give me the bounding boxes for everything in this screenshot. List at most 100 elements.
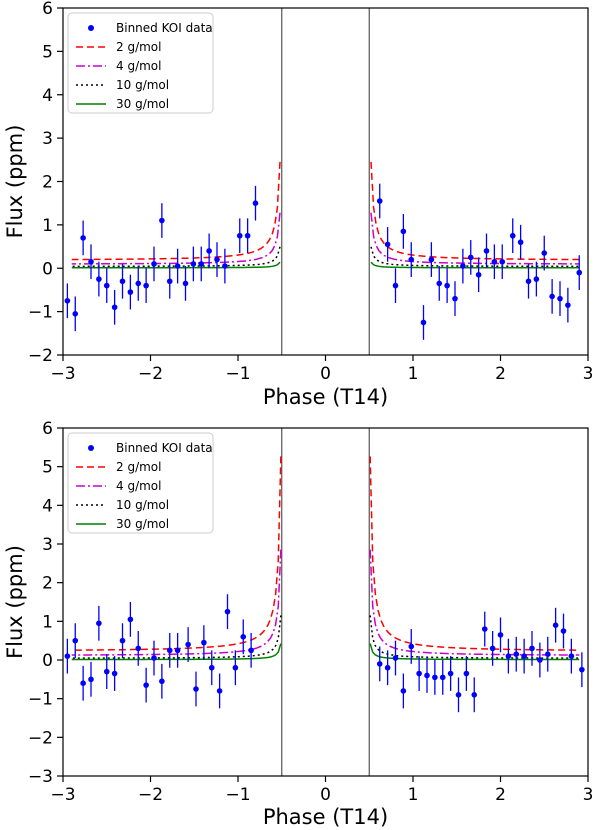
data-point (489, 645, 496, 652)
y-tick-label: 3 (42, 129, 53, 149)
data-point (420, 319, 427, 326)
x-tick-label: −3 (50, 364, 75, 384)
data-point (198, 261, 205, 267)
series-line-4-g-mol-left (71, 212, 281, 265)
data-point (384, 241, 391, 248)
data-point (232, 664, 239, 671)
x-tick-label: −1 (225, 785, 250, 805)
legend-box (67, 12, 214, 114)
data-point (452, 295, 458, 302)
data-point (208, 664, 215, 671)
data-point (400, 228, 407, 235)
data-point (481, 626, 488, 632)
data-point (400, 688, 407, 694)
data-point (127, 616, 134, 623)
x-tick-label: 0 (320, 785, 331, 805)
data-point (509, 232, 516, 239)
data-point (103, 668, 110, 675)
data-point (408, 256, 415, 263)
data-point (537, 657, 543, 663)
data-point (467, 254, 474, 261)
data-point (185, 641, 191, 648)
data-point (491, 258, 498, 265)
data-point (135, 280, 142, 287)
data-point (557, 295, 563, 302)
data-point (96, 276, 102, 282)
x-tick-label: 0 (320, 364, 331, 384)
y-tick-label: 0 (42, 259, 53, 279)
data-point (182, 280, 189, 287)
x-tick-label: 1 (408, 785, 419, 805)
data-point (80, 235, 86, 241)
data-point (475, 271, 482, 278)
data-point (143, 282, 149, 289)
legend-label: 4 g/mol (116, 59, 161, 73)
legend-label: 10 g/mol (116, 78, 169, 92)
data-point (521, 653, 527, 659)
data-point (576, 269, 583, 276)
legend-box (67, 432, 214, 534)
data-point (88, 676, 94, 683)
data-point (193, 686, 199, 692)
data-point (111, 304, 118, 311)
x-tick-label: 2 (495, 364, 506, 384)
data-point (72, 310, 79, 317)
data-point (214, 256, 220, 263)
series-line-4-g-mol-left (71, 549, 282, 656)
plot-area (64, 456, 585, 713)
series-line-4-g-mol-right (370, 212, 580, 265)
data-point (236, 232, 243, 239)
data-point (244, 232, 251, 239)
y-tick-label: −2 (28, 346, 53, 366)
series-line-2-g-mol-left (71, 161, 281, 261)
data-point (497, 632, 504, 638)
data-point (119, 278, 126, 285)
legend-label: Binned KOI data (116, 21, 213, 35)
data-point (159, 678, 165, 685)
y-tick-label: 6 (42, 419, 53, 439)
data-point (471, 692, 478, 698)
data-point (525, 278, 532, 285)
data-point (392, 655, 399, 661)
data-point (201, 639, 207, 646)
plot-area (64, 161, 583, 340)
legend-label: Binned KOI data (116, 441, 213, 455)
y-tick-label: 5 (42, 458, 53, 478)
y-tick-label: −1 (28, 690, 53, 710)
data-point (541, 250, 548, 256)
legend-label: 30 g/mol (116, 97, 169, 111)
data-point (174, 263, 181, 269)
y-axis-label: Flux (ppm) (3, 125, 27, 239)
data-point (151, 261, 157, 267)
data-point (447, 670, 454, 677)
y-tick-label: 2 (42, 173, 53, 193)
legend-marker-data (88, 25, 94, 31)
data-point (216, 688, 223, 694)
data-point (64, 653, 71, 659)
data-point (190, 261, 197, 267)
x-tick-label: 2 (495, 785, 506, 805)
data-point (428, 256, 435, 263)
data-point (240, 634, 247, 640)
data-point (174, 647, 181, 654)
data-point (416, 670, 422, 677)
y-axis-label: Flux (ppm) (3, 545, 27, 659)
legend-label: 4 g/mol (116, 479, 161, 493)
data-point (517, 239, 524, 246)
x-tick-label: −2 (138, 364, 163, 384)
data-point (408, 643, 415, 650)
data-point (159, 217, 165, 224)
series-line-4-g-mol-right (369, 549, 580, 656)
y-tick-label: 0 (42, 651, 53, 671)
chart-panel-2: −3 −2 −1 0 1 2 3 −3 −2 −1 0 1 2 3 4 5 6 Phase (T14) Flux (… (3, 419, 593, 829)
data-point (64, 297, 71, 304)
y-tick-label: 3 (42, 535, 53, 555)
data-point (505, 653, 512, 659)
data-point (72, 637, 79, 644)
y-tick-label: −3 (28, 767, 53, 787)
data-point (166, 278, 173, 285)
y-tick-label: 2 (42, 574, 53, 594)
data-point (499, 258, 506, 265)
